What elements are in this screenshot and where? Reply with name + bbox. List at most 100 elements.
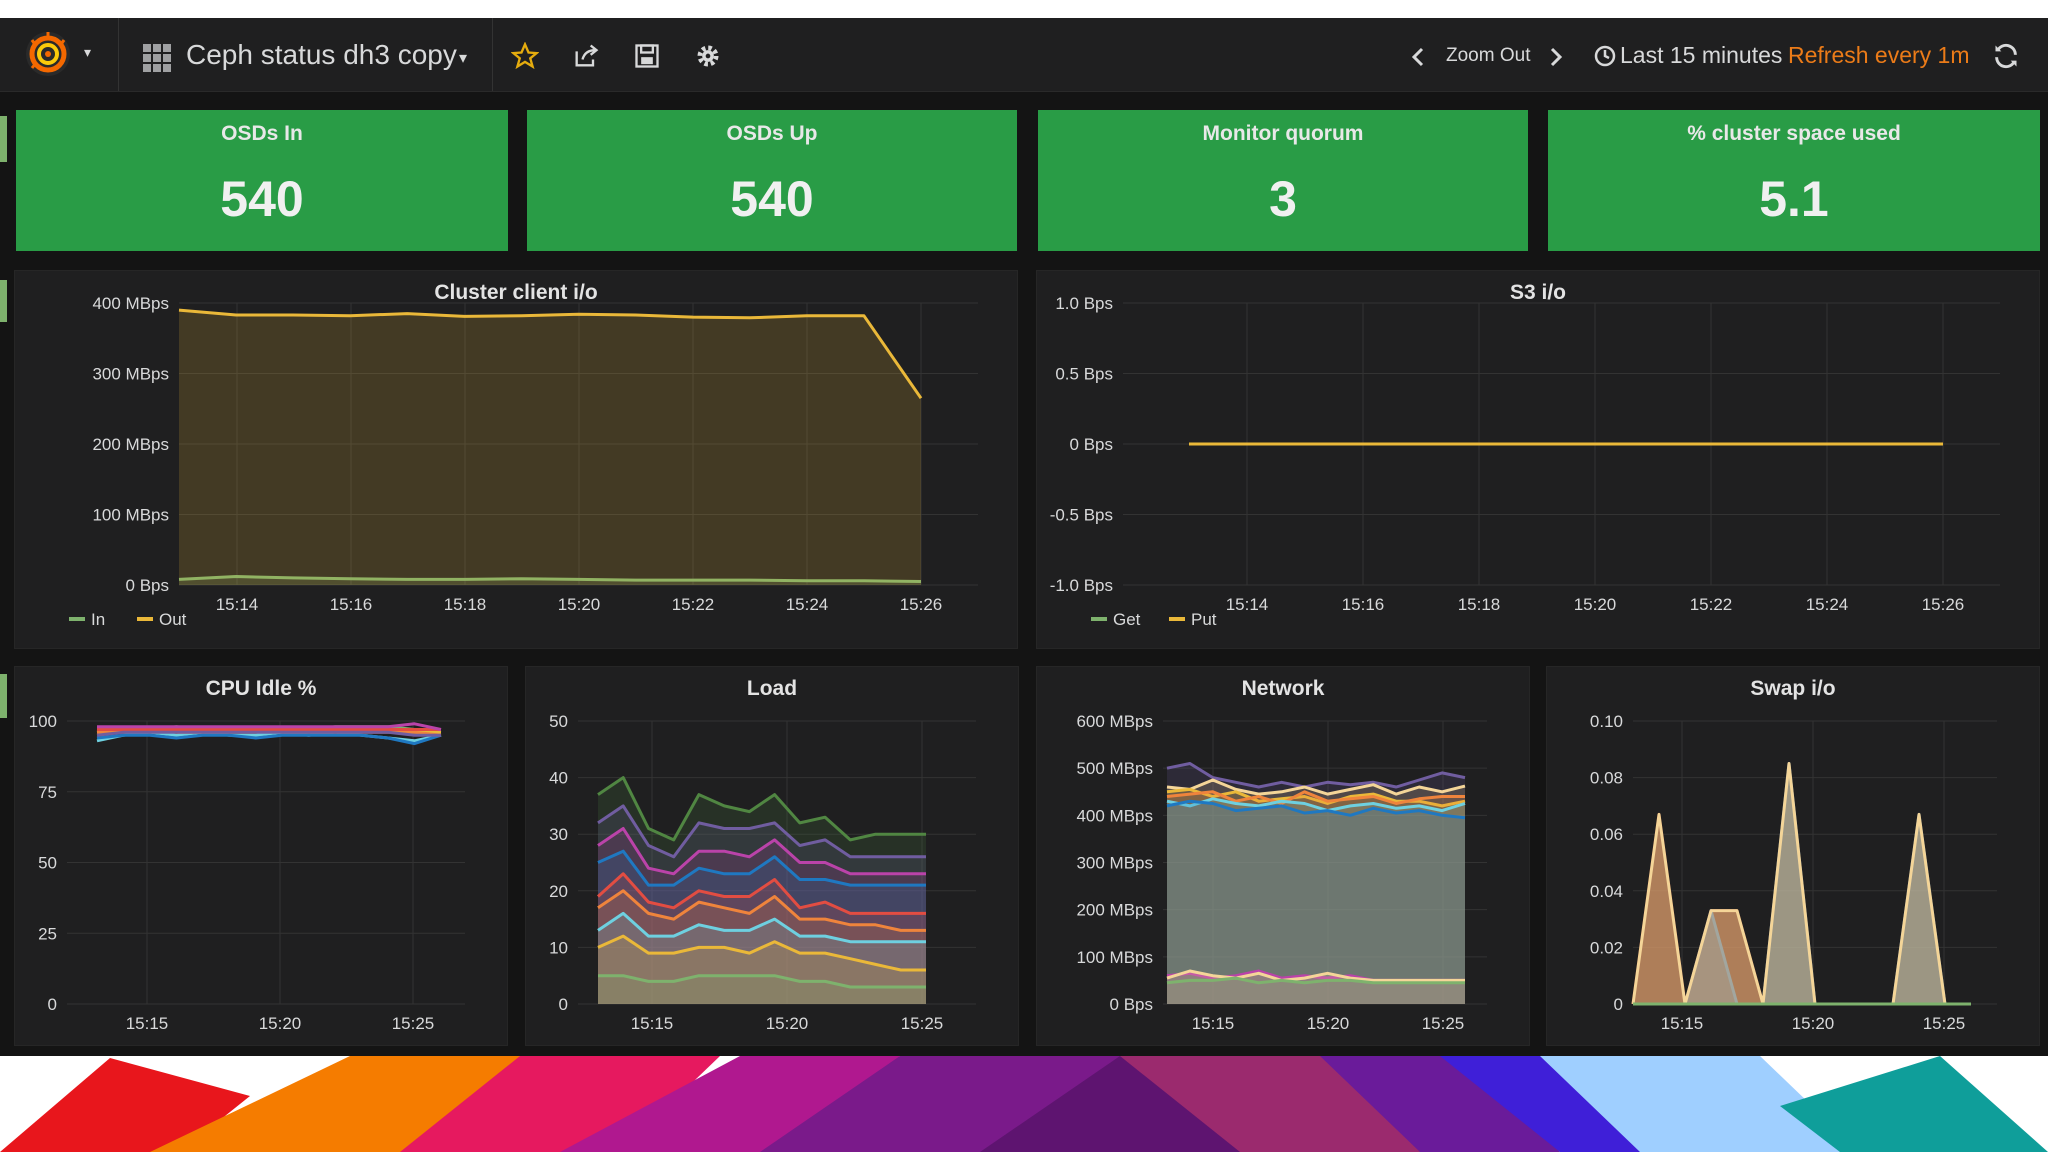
y-tick-label: 10 — [549, 938, 568, 957]
panel-title[interactable]: Swap i/o — [1750, 677, 1836, 700]
y-tick-label: 50 — [549, 712, 568, 731]
chevron-left-icon[interactable] — [1408, 46, 1428, 68]
refresh-icon[interactable] — [1992, 42, 2020, 70]
stat-panel-osds-up[interactable]: OSDs Up 540 — [527, 110, 1017, 251]
x-tick-label: 15:20 — [766, 1014, 809, 1033]
x-tick-label: 15:15 — [631, 1014, 674, 1033]
series-area — [1167, 978, 1465, 1004]
gear-icon[interactable] — [694, 42, 722, 70]
y-tick-label: 0.08 — [1590, 769, 1623, 788]
stat-value: 5.1 — [1759, 171, 1829, 227]
panel-title[interactable]: Network — [1241, 677, 1325, 700]
row-handle[interactable] — [0, 280, 7, 322]
y-tick-label: 400 MBps — [1076, 806, 1153, 825]
series-area — [1167, 791, 1465, 1004]
y-tick-label: 0 — [48, 995, 57, 1014]
x-tick-label: 15:22 — [672, 595, 715, 614]
stat-value: 540 — [730, 171, 814, 227]
star-icon[interactable] — [510, 41, 540, 70]
x-tick-label: 15:26 — [900, 595, 943, 614]
panel-network[interactable]: Network 0 Bps 100 MBps 200 MBps 300 MBps 400… — [1036, 666, 1530, 1046]
stat-panel-monitor-quorum[interactable]: Monitor quorum 3 — [1038, 110, 1528, 251]
x-tick-label: 15:16 — [330, 595, 373, 614]
y-tick-label: 100 MBps — [1076, 948, 1153, 967]
y-tick-label: -1.0 Bps — [1050, 576, 1113, 595]
series-area — [598, 851, 926, 1004]
series-area — [598, 873, 926, 1004]
dashboard-grid-icon[interactable] — [142, 43, 172, 73]
x-tick-label: 15:24 — [1806, 595, 1849, 614]
y-tick-label: 25 — [38, 924, 57, 943]
time-range-picker[interactable]: Last 15 minutes — [1620, 42, 1783, 68]
panel-s3-io[interactable]: S3 i/o -1.0 Bps -0.5 Bps 0 Bps 0.5 Bps 1.0 B… — [1036, 270, 2040, 649]
x-tick-label: 15:14 — [216, 595, 259, 614]
row-handle[interactable] — [0, 674, 7, 718]
x-tick-label: 15:18 — [1458, 595, 1501, 614]
panel-title[interactable]: CPU Idle % — [205, 677, 317, 700]
dashboard-app: ▾ Ceph status dh3 copy ▾ Zoom Out — [0, 18, 2048, 1056]
y-tick-label: 0 Bps — [126, 576, 169, 595]
x-tick-label: 15:25 — [1422, 1014, 1465, 1033]
cluster-io-chart: 0 Bps 100 MBps 200 MBps 300 MBps 400 MBps 15:… — [69, 294, 978, 629]
x-tick-label: 15:16 — [1342, 595, 1385, 614]
series-line — [1166, 778, 1466, 796]
panel-title[interactable]: Load — [746, 677, 798, 700]
x-tick-label: 15:24 — [786, 595, 829, 614]
series-line — [1166, 969, 1465, 982]
title-chevron-down-icon[interactable]: ▾ — [459, 50, 468, 67]
nav-divider — [118, 18, 119, 91]
x-tick-label: 15:18 — [444, 595, 487, 614]
x-tick-label: 15:15 — [1192, 1014, 1235, 1033]
zoom-out-button[interactable]: Zoom Out — [1446, 45, 1531, 66]
row-handle[interactable] — [0, 116, 7, 162]
top-navbar: ▾ Ceph status dh3 copy ▾ Zoom Out — [0, 18, 2048, 92]
series-area — [1167, 798, 1465, 1004]
series-line — [1631, 762, 1971, 1006]
y-tick-label: 300 MBps — [1076, 854, 1153, 873]
refresh-interval-label[interactable]: Refresh every 1m — [1788, 42, 1970, 68]
series-line — [96, 730, 441, 737]
stat-panel-osds-in[interactable]: OSDs In 540 — [16, 110, 508, 251]
y-tick-label: 0.06 — [1590, 825, 1623, 844]
y-tick-label: 20 — [549, 882, 568, 901]
panel-cluster-client-io[interactable]: Cluster client i/o 0 Bps 100 MBps 200 MBps… — [14, 270, 1018, 649]
share-icon[interactable] — [572, 42, 600, 70]
x-tick-label: 15:15 — [1661, 1014, 1704, 1033]
series-line — [178, 575, 922, 583]
series-area — [179, 576, 921, 585]
save-icon[interactable] — [633, 42, 661, 70]
series-line — [1166, 799, 1466, 820]
series-line — [1166, 762, 1466, 789]
chevron-down-icon[interactable]: ▾ — [84, 44, 92, 60]
clock-icon[interactable] — [1594, 45, 1616, 67]
series-area — [598, 975, 926, 1004]
grafana-logo-icon[interactable] — [18, 30, 88, 78]
series-area — [1167, 801, 1465, 1004]
series-line — [597, 776, 926, 842]
dashboard-title[interactable]: Ceph status dh3 copy — [186, 39, 457, 70]
series-line — [1166, 790, 1465, 805]
x-tick-label: 15:20 — [1574, 595, 1617, 614]
stat-value: 540 — [220, 171, 304, 227]
panel-swap-io[interactable]: Swap i/o 0 0.02 0.04 0.06 0.08 0.10 15:15 15:20… — [1546, 666, 2040, 1046]
x-tick-label: 15:26 — [1922, 595, 1965, 614]
y-tick-label: 100 MBps — [92, 506, 169, 525]
y-tick-label: 30 — [549, 825, 568, 844]
stat-panel-cluster-space[interactable]: % cluster space used 5.1 — [1548, 110, 2040, 251]
y-tick-label: 75 — [38, 783, 57, 802]
series-area — [598, 777, 926, 1004]
series-line — [597, 804, 926, 859]
panel-title[interactable]: Cluster client i/o — [434, 281, 598, 304]
series-line — [1166, 797, 1466, 813]
x-tick-label: 15:20 — [1792, 1014, 1835, 1033]
y-tick-label: 0.5 Bps — [1055, 365, 1113, 384]
series-area — [1167, 789, 1465, 1004]
legend-label: Out — [159, 610, 187, 629]
series-area — [1167, 780, 1465, 1004]
legend-label: In — [91, 610, 105, 629]
panel-cpu-idle[interactable]: CPU Idle % 0 25 50 75 100 15:15 15:20 15:25 — [14, 666, 508, 1046]
series-line — [178, 308, 923, 400]
panel-load[interactable]: Load 0 10 20 30 40 50 15:15 15:20 15:25 — [525, 666, 1019, 1046]
panel-title[interactable]: S3 i/o — [1509, 281, 1567, 304]
chevron-right-icon[interactable] — [1546, 46, 1566, 68]
